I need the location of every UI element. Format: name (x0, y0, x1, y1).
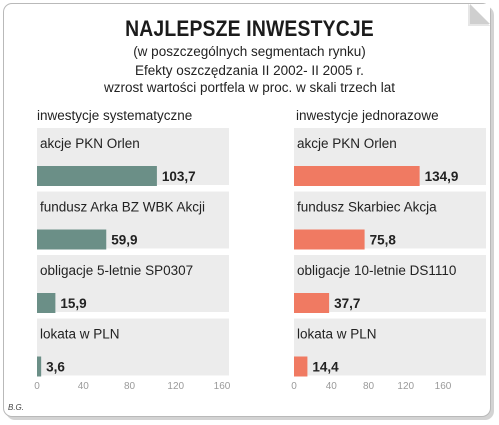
x-tick-label-one-time-3: 120 (397, 381, 414, 392)
bar-systematic-0 (37, 166, 157, 186)
bar-systematic-2 (37, 293, 56, 313)
x-tick-label-one-time-1: 40 (326, 381, 338, 392)
chart-title: NAJLEPSZE INWESTYCJE (125, 16, 374, 41)
value-label-one-time-3: 14,4 (312, 360, 339, 375)
value-label-one-time-2: 37,7 (334, 296, 360, 311)
value-label-one-time-0: 134,9 (425, 169, 459, 184)
bar-one-time-2 (294, 293, 330, 313)
bar-one-time-0 (294, 166, 420, 186)
fold-shadow (470, 4, 490, 24)
value-label-systematic-2: 15,9 (60, 296, 86, 311)
row-panel-systematic-3 (37, 318, 229, 376)
category-label-one-time-3: lokata w PLN (297, 327, 377, 342)
category-label-systematic-1: fundusz Arka BZ WBK Akcji (40, 200, 205, 215)
category-label-systematic-2: obligacje 5-letnie SP0307 (40, 263, 193, 278)
category-label-one-time-0: akcje PKN Orlen (297, 136, 397, 151)
bar-one-time-3 (294, 356, 308, 377)
chart-note-line-1: Efekty oszczędzania II 2002- II 2005 r. (135, 63, 364, 78)
page-corner-fold (468, 4, 490, 26)
row-panel-one-time-3 (294, 318, 486, 376)
value-label-systematic-3: 3,6 (46, 360, 65, 375)
category-label-one-time-1: fundusz Skarbiec Akcja (297, 200, 437, 215)
panel-title-systematic: inwestycje systematyczne (37, 108, 193, 123)
value-label-one-time-1: 75,8 (370, 233, 397, 248)
bar-systematic-3 (37, 356, 42, 377)
bar-one-time-1 (294, 229, 365, 250)
x-tick-label-one-time-4: 160 (435, 381, 452, 392)
x-tick-label-systematic-4: 160 (214, 381, 231, 392)
value-label-systematic-1: 59,9 (111, 233, 137, 248)
bar-systematic-1 (37, 229, 107, 250)
row-panel-systematic-2 (37, 255, 229, 312)
credit-initials: B.G. (8, 403, 25, 412)
category-label-one-time-2: obligacje 10-letnie DS1110 (297, 263, 456, 278)
x-tick-label-systematic-0: 0 (34, 381, 40, 392)
x-tick-label-systematic-1: 40 (78, 381, 90, 392)
x-tick-label-one-time-0: 0 (291, 381, 297, 392)
x-tick-label-systematic-3: 120 (167, 381, 184, 392)
x-tick-label-one-time-2: 80 (363, 381, 375, 392)
panel-title-one-time: inwestycje jednorazowe (296, 108, 439, 123)
category-label-systematic-0: akcje PKN Orlen (40, 136, 140, 151)
category-label-systematic-3: lokata w PLN (40, 327, 120, 342)
x-tick-label-systematic-2: 80 (124, 381, 136, 392)
chart-note-line-2: wzrost wartości portfela w proc. w skali… (103, 80, 396, 95)
value-label-systematic-0: 103,7 (162, 169, 196, 184)
chart-subtitle: (w poszczególnych segmentach rynku) (133, 44, 366, 59)
